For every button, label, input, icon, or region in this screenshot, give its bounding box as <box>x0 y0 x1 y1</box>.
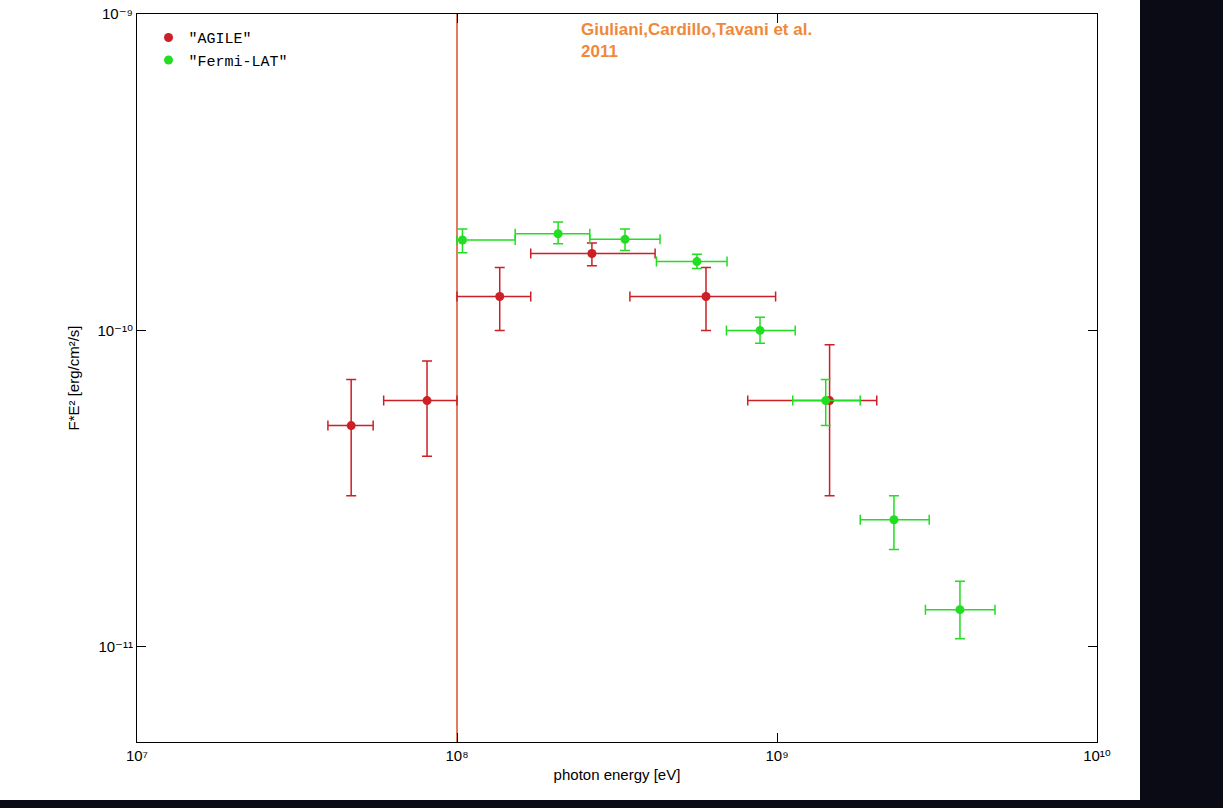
svg-text:"AGILE": "AGILE" <box>189 31 252 48</box>
svg-text:10⁻⁹: 10⁻⁹ <box>102 5 133 22</box>
svg-text:10⁻¹⁰: 10⁻¹⁰ <box>97 322 133 339</box>
svg-text:Giuliani,Cardillo,Tavani et al: Giuliani,Cardillo,Tavani et al.2011 <box>581 20 812 61</box>
svg-text:10⁻¹¹: 10⁻¹¹ <box>98 638 133 655</box>
svg-text:10⁸: 10⁸ <box>445 747 468 764</box>
svg-text:photon energy [eV]: photon energy [eV] <box>554 766 681 783</box>
svg-text:10¹⁰: 10¹⁰ <box>1083 747 1111 764</box>
svg-text:"Fermi-LAT": "Fermi-LAT" <box>189 54 288 71</box>
svg-text:F*E² [erg/cm²/s]: F*E² [erg/cm²/s] <box>65 325 82 430</box>
svg-text:10⁹: 10⁹ <box>765 747 788 764</box>
svg-text:10⁷: 10⁷ <box>126 747 148 764</box>
